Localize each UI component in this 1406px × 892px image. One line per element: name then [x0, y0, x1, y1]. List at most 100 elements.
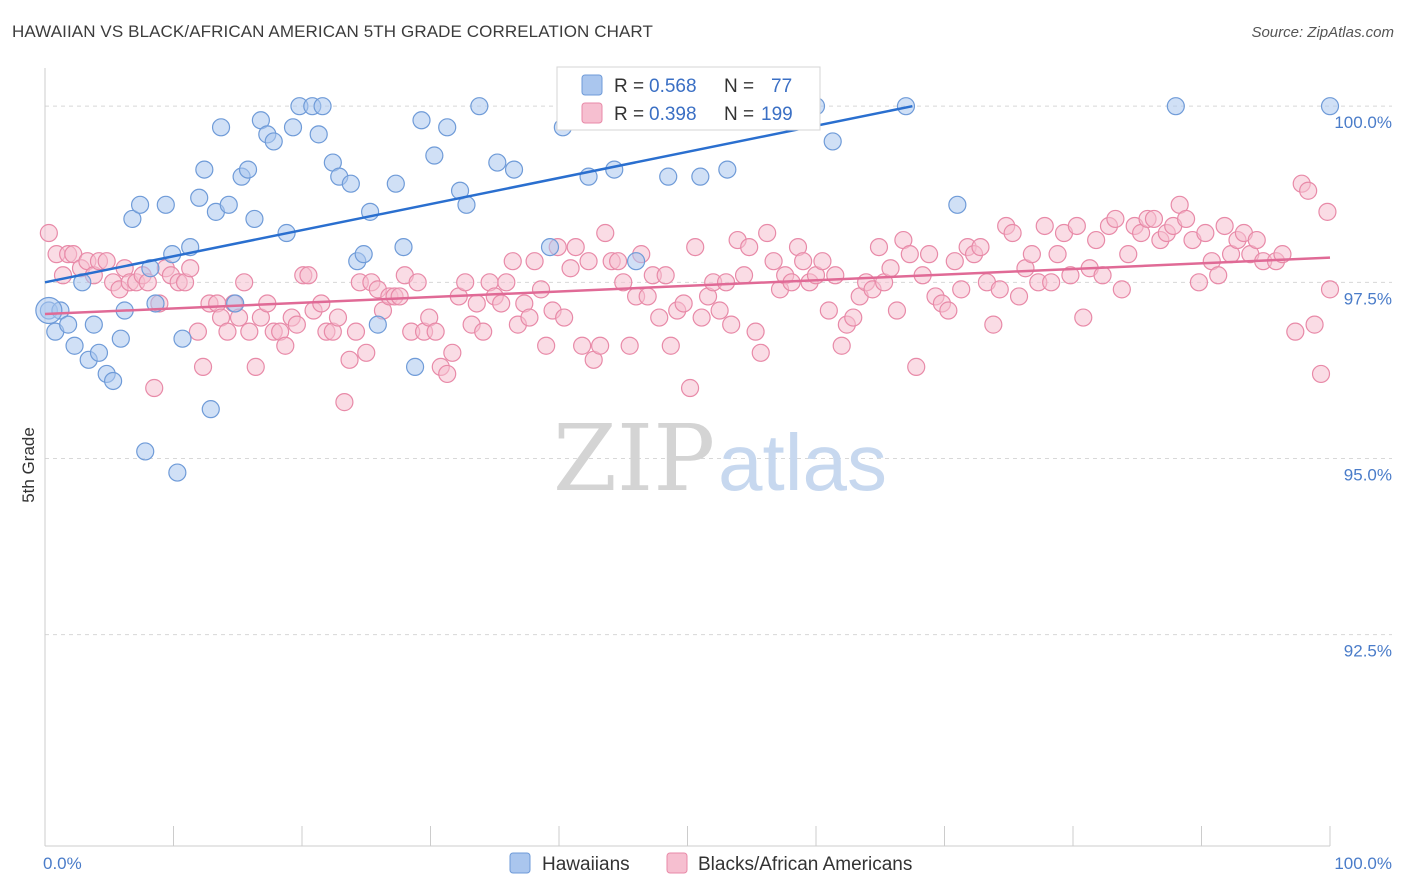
black-african-american-point-165 — [1035, 216, 1054, 236]
trend-line-hawaiians — [44, 104, 913, 284]
black-african-american-point-51 — [346, 322, 366, 341]
bottom-legend-swatch-hawaiians — [509, 852, 531, 874]
black-african-american-point-167 — [1048, 245, 1067, 264]
y-axis-label: 5th Grade — [19, 427, 38, 503]
black-african-american-point-78 — [503, 252, 522, 271]
black-african-american-point-160 — [1003, 223, 1022, 243]
black-african-american-point-135 — [844, 308, 863, 327]
hawaiian-point-74 — [1320, 97, 1340, 116]
tick-labels: 92.5% 95.0% 97.5% 100.0% 0.0% 100.0% — [43, 113, 1392, 873]
black-african-american-point-110 — [692, 308, 711, 327]
black-african-american-point-204 — [1311, 364, 1331, 384]
black-african-american-point-178 — [1119, 245, 1138, 264]
hawaiian-point-50 — [394, 238, 413, 257]
black-african-american-point-43 — [299, 266, 318, 285]
legend-r-label-2: R = — [614, 104, 644, 125]
hawaiian-point-48 — [368, 315, 387, 334]
hawaiian-point-37 — [283, 118, 303, 137]
black-african-american-point-109 — [686, 238, 705, 257]
black-african-american-point-202 — [1299, 181, 1318, 200]
black-african-american-point-131 — [819, 301, 838, 320]
hawaiian-point-63 — [605, 160, 624, 179]
hawaiian-point-large — [35, 296, 63, 325]
black-african-american-point-34 — [246, 357, 265, 376]
black-african-american-point-24 — [188, 322, 208, 341]
black-african-american-point-67 — [438, 364, 457, 384]
black-african-american-point-93 — [591, 336, 610, 355]
black-african-american-point-41 — [287, 315, 306, 334]
black-african-american-point-174 — [1093, 266, 1112, 285]
black-african-american-point-203 — [1305, 315, 1324, 334]
hawaiian-point-49 — [386, 174, 405, 193]
black-african-american-point-103 — [650, 308, 669, 327]
hawaiian-point-54 — [438, 118, 457, 137]
black-african-american-point-115 — [722, 315, 741, 334]
black-african-american-point-23 — [181, 259, 200, 278]
hawaiian-point-51 — [405, 357, 425, 376]
hawaiian-point-29 — [226, 294, 245, 313]
series-legend: Hawaiians Blacks/African Americans — [509, 852, 912, 875]
black-african-american-point-39 — [276, 336, 295, 355]
black-african-american-point-119 — [746, 322, 765, 341]
source-label: Source: ZipAtlas.com — [1251, 24, 1394, 41]
black-african-american-point-170 — [1067, 216, 1086, 236]
black-african-american-point-207 — [1286, 322, 1305, 341]
black-african-american-point-117 — [734, 266, 754, 285]
watermark-zip: ZIP — [553, 405, 715, 512]
black-african-american-point-98 — [620, 336, 639, 355]
legend-n-value-1: 77 — [771, 76, 792, 97]
black-african-american-point-89 — [566, 238, 585, 257]
hawaiian-point-8 — [89, 343, 109, 362]
black-african-american-point-88 — [561, 259, 580, 278]
black-african-american-point-62 — [408, 273, 427, 292]
axes — [44, 68, 1331, 847]
black-african-american-point-145 — [907, 357, 926, 376]
black-african-american-point-49 — [335, 393, 354, 412]
series-hawaiians-points — [35, 97, 1340, 482]
black-african-american-point-2 — [53, 266, 73, 285]
hawaiian-point-41 — [313, 97, 332, 116]
trend-line-black-african-american — [44, 256, 1331, 316]
hawaiian-point-32 — [245, 209, 264, 229]
hawaiian-point-65 — [659, 167, 678, 186]
hawaiian-point-10 — [104, 371, 123, 391]
black-african-american-point-82 — [525, 252, 544, 271]
black-african-american-point-32 — [235, 273, 254, 292]
y-tick-label-1: 95.0% — [1344, 465, 1392, 484]
hawaiian-point-11 — [111, 329, 130, 348]
hawaiian-point-73 — [1166, 97, 1185, 116]
hawaiian-point-20 — [168, 463, 187, 482]
black-african-american-point-192 — [1209, 266, 1228, 285]
black-african-american-point-104 — [656, 266, 675, 285]
black-african-american-point-53 — [357, 343, 376, 362]
black-african-american-point-163 — [1022, 245, 1041, 264]
x-tick-label-1: 100.0% — [1334, 854, 1392, 873]
black-african-american-point-142 — [887, 301, 907, 320]
legend-swatch-hawaiians — [581, 74, 603, 96]
black-african-american-point-108 — [680, 378, 700, 398]
black-african-american-point-206 — [1320, 280, 1340, 299]
hawaiian-point-40 — [309, 125, 328, 144]
hawaiian-point-68 — [718, 160, 737, 179]
hawaiian-point-31 — [238, 160, 258, 179]
hawaiian-point-52 — [412, 111, 431, 130]
black-african-american-point-81 — [520, 308, 539, 327]
trend-lines — [44, 104, 1331, 316]
hawaiian-point-60 — [540, 238, 560, 257]
hawaiian-point-18 — [156, 195, 175, 214]
black-african-american-point-29 — [218, 322, 237, 341]
hawaiian-point-25 — [201, 400, 220, 419]
legend-r-value-1: 0.568 — [649, 76, 697, 97]
hawaiian-point-4 — [65, 336, 84, 355]
black-african-american-point-97 — [614, 273, 633, 292]
series-black-african-american-points — [39, 174, 1340, 412]
black-african-american-point-161 — [1009, 287, 1029, 306]
black-african-american-point-173 — [1087, 230, 1106, 250]
black-african-american-point-9 — [97, 252, 116, 271]
y-tick-label-3: 100.0% — [1334, 113, 1392, 132]
hawaiian-point-28 — [219, 195, 238, 214]
black-african-american-point-169 — [1061, 266, 1080, 285]
black-african-american-point-33 — [240, 322, 259, 341]
black-african-american-point-70 — [456, 273, 475, 292]
